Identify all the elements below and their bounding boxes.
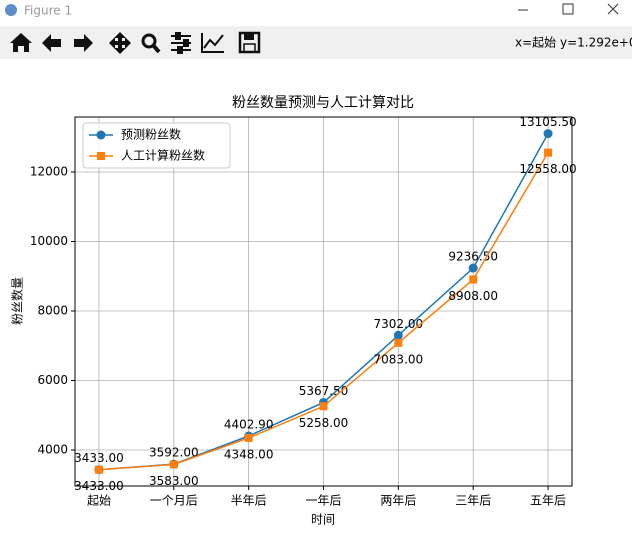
marker bbox=[394, 338, 403, 347]
data-label: 3433.00 bbox=[74, 479, 124, 493]
y-tick-label: 8000 bbox=[37, 304, 68, 318]
x-tick-label: 起始 bbox=[87, 494, 111, 508]
save-button[interactable] bbox=[238, 31, 261, 54]
legend-label: 预测粉丝数 bbox=[121, 127, 181, 142]
marker bbox=[393, 330, 403, 340]
x-tick-label: 两年后 bbox=[380, 494, 416, 508]
home-button[interactable] bbox=[10, 33, 32, 52]
close-button[interactable] bbox=[607, 3, 619, 15]
pan-button[interactable] bbox=[109, 32, 131, 54]
x-tick-label: 一个月后 bbox=[150, 494, 198, 508]
marker bbox=[169, 460, 178, 469]
marker bbox=[244, 433, 253, 442]
x-axis-label: 时间 bbox=[311, 513, 335, 527]
marker bbox=[544, 148, 553, 157]
x-tick-label: 五年后 bbox=[530, 494, 566, 508]
data-label: 8908.00 bbox=[448, 289, 498, 303]
y-axis-label: 粉丝数量 bbox=[10, 277, 25, 325]
y-tick-label: 10000 bbox=[30, 234, 68, 248]
cursor-status: x=起始 y=1.292e+04 bbox=[515, 36, 632, 50]
data-label: 12558.00 bbox=[519, 162, 576, 176]
chart-title: 粉丝数量预测与人工计算对比 bbox=[232, 95, 414, 111]
marker bbox=[94, 465, 103, 474]
x-tick-label: 三年后 bbox=[455, 494, 491, 508]
x-tick-label: 半年后 bbox=[231, 494, 267, 508]
data-label: 3592.00 bbox=[149, 446, 199, 460]
y-tick-label: 12000 bbox=[30, 165, 68, 179]
marker bbox=[543, 129, 553, 139]
data-label: 9236.50 bbox=[448, 250, 498, 264]
axes-frame bbox=[74, 116, 573, 487]
toolbar bbox=[0, 26, 632, 59]
data-label: 4348.00 bbox=[224, 447, 274, 461]
zoom-button[interactable] bbox=[141, 33, 161, 54]
marker bbox=[469, 275, 478, 284]
data-label: 4402.90 bbox=[224, 417, 274, 431]
app-icon bbox=[5, 4, 17, 16]
data-label: 7302.00 bbox=[374, 317, 424, 331]
forward-button[interactable] bbox=[74, 34, 93, 52]
data-label: 5367.50 bbox=[299, 384, 349, 398]
window-title: Figure 1 bbox=[24, 4, 72, 18]
marker bbox=[97, 152, 105, 160]
edit-axes-button[interactable] bbox=[201, 33, 224, 53]
legend-label: 人工计算粉丝数 bbox=[121, 148, 205, 163]
x-tick-label: 一年后 bbox=[305, 494, 341, 508]
data-label: 7083.00 bbox=[374, 352, 424, 366]
maximize-button[interactable] bbox=[562, 3, 574, 15]
data-label: 3433.00 bbox=[74, 451, 124, 465]
marker bbox=[468, 263, 478, 273]
marker bbox=[319, 402, 328, 411]
data-label: 13105.50 bbox=[519, 115, 576, 129]
back-button[interactable] bbox=[42, 34, 61, 52]
data-label: 3583.00 bbox=[149, 474, 199, 488]
configure-button[interactable] bbox=[171, 32, 191, 54]
data-label: 5258.00 bbox=[299, 416, 349, 430]
y-tick-label: 4000 bbox=[37, 443, 68, 457]
legend-box bbox=[82, 122, 231, 169]
y-tick-label: 6000 bbox=[37, 373, 68, 387]
marker bbox=[96, 130, 106, 140]
